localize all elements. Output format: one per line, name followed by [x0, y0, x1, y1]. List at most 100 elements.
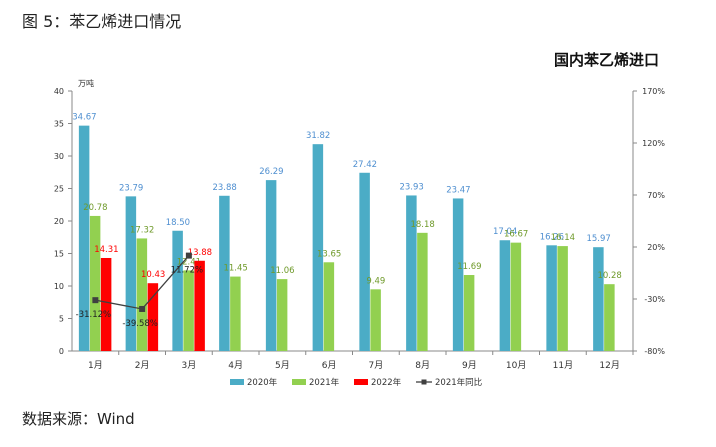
- chart-title: 国内苯乙烯进口: [554, 51, 659, 69]
- bar-2021年: [370, 289, 381, 351]
- legend-swatch: [292, 379, 306, 385]
- y2-tick-label: 70%: [647, 191, 665, 200]
- bar-2021年: [136, 238, 148, 351]
- legend-swatch: [230, 379, 244, 385]
- x-tick-label: 1月: [88, 360, 103, 371]
- bar-2020年: [546, 245, 557, 351]
- bar-2021年: [323, 262, 335, 351]
- data-label: 17.32: [130, 225, 154, 235]
- y-tick-label: 35: [54, 120, 64, 129]
- data-label: 23.79: [119, 183, 143, 193]
- data-label: 27.42: [353, 160, 377, 170]
- data-label: 11.06: [270, 266, 294, 276]
- y-tick-label: 10: [54, 282, 64, 291]
- bar-2020年: [172, 230, 183, 351]
- y-tick-label: 25: [54, 185, 64, 194]
- line-point: [92, 297, 99, 304]
- x-tick-label: 5月: [275, 360, 290, 371]
- data-label: 31.82: [306, 131, 330, 141]
- data-label: 16.67: [504, 230, 528, 240]
- data-label: 18.18: [410, 220, 434, 230]
- bar-2020年: [593, 247, 604, 351]
- y-tick-label: 20: [54, 217, 64, 226]
- data-label: 23.93: [399, 182, 423, 192]
- bar-2020年: [406, 195, 417, 351]
- bar-2022年: [194, 260, 205, 351]
- data-label: 16.14: [551, 233, 575, 243]
- y-tick-label: 5: [59, 315, 64, 324]
- data-label: 14.31: [94, 245, 118, 255]
- data-label: 23.47: [446, 185, 470, 195]
- x-tick-label: 12月: [599, 360, 619, 371]
- data-label: 26.29: [259, 167, 283, 177]
- data-label: 10.43: [141, 270, 165, 280]
- x-tick-label: 7月: [369, 360, 384, 371]
- data-label: 34.67: [72, 113, 96, 123]
- bar-2021年: [604, 284, 615, 351]
- line-point: [185, 252, 192, 259]
- bar-2020年: [359, 172, 370, 351]
- bar-2022年: [147, 283, 159, 351]
- data-label: 15.97: [586, 234, 610, 244]
- x-tick-label: 11月: [553, 360, 573, 371]
- legend-label: 2022年: [371, 377, 402, 388]
- bar-2020年: [265, 180, 277, 351]
- data-label: 18.50: [166, 218, 190, 228]
- bar-2020年: [125, 196, 137, 351]
- x-tick-label: 2月: [135, 360, 150, 371]
- bar-2022年: [100, 257, 112, 351]
- data-label: 9.49: [366, 276, 385, 286]
- source-note: 数据来源：Wind: [22, 410, 135, 428]
- data-label: 20.78: [83, 203, 107, 213]
- y2-tick-label: -80%: [644, 347, 665, 356]
- x-tick-label: 9月: [462, 360, 477, 371]
- x-tick-label: 6月: [322, 360, 337, 371]
- y-tick-label: 40: [54, 87, 64, 96]
- bar-2021年: [557, 246, 568, 351]
- y-tick-label: 0: [59, 347, 64, 356]
- bar-2020年: [312, 144, 324, 351]
- figure-caption: 图 5：苯乙烯进口情况: [22, 12, 182, 31]
- bar-2020年: [499, 240, 511, 351]
- x-tick-label: 8月: [415, 360, 430, 371]
- x-tick-label: 4月: [228, 360, 243, 371]
- bar-2021年: [276, 279, 288, 351]
- data-label: 11.69: [457, 262, 481, 272]
- bar-2020年: [219, 195, 230, 351]
- line-label: 11.72%: [171, 266, 203, 276]
- legend-label: 2021年: [309, 377, 340, 388]
- y2-tick-label: 120%: [642, 139, 665, 148]
- legend: 2020年 2021年 2022年 2021年同比: [230, 377, 482, 388]
- line-label: -31.12%: [76, 310, 111, 320]
- y2-tick-label: 170%: [642, 87, 665, 96]
- data-label: 11.45: [223, 264, 247, 274]
- x-tick-label: 10月: [506, 360, 526, 371]
- data-label: 17.04: [493, 227, 517, 237]
- y2-tick-label: -30%: [644, 295, 665, 304]
- data-label: 12.41: [177, 257, 201, 267]
- bar-2021年: [463, 275, 475, 351]
- bar-2021年: [183, 270, 194, 351]
- data-label: 16.26: [540, 232, 564, 242]
- legend-label: 2020年: [247, 377, 278, 388]
- line-label: -39.58%: [122, 319, 157, 329]
- data-label: 13.88: [188, 248, 212, 258]
- bar-2020年: [452, 198, 464, 351]
- y2-tick-label: 20%: [647, 243, 665, 252]
- data-label: 23.88: [212, 183, 236, 193]
- bar-2021年: [89, 215, 101, 351]
- legend-marker: [421, 379, 427, 385]
- y-tick-label: 30: [54, 152, 64, 161]
- x-tick-label: 3月: [182, 360, 197, 371]
- y-tick-label: 15: [54, 250, 64, 259]
- data-label: 10.28: [597, 271, 621, 281]
- y-axis-unit: 万吨: [78, 78, 94, 88]
- data-label: 13.65: [317, 249, 341, 259]
- legend-swatch: [354, 379, 368, 385]
- line-point: [139, 305, 146, 312]
- bar-2020年: [78, 125, 90, 352]
- bar-2021年: [230, 276, 241, 351]
- bar-2021年: [417, 232, 428, 351]
- legend-label: 2021年同比: [435, 377, 482, 388]
